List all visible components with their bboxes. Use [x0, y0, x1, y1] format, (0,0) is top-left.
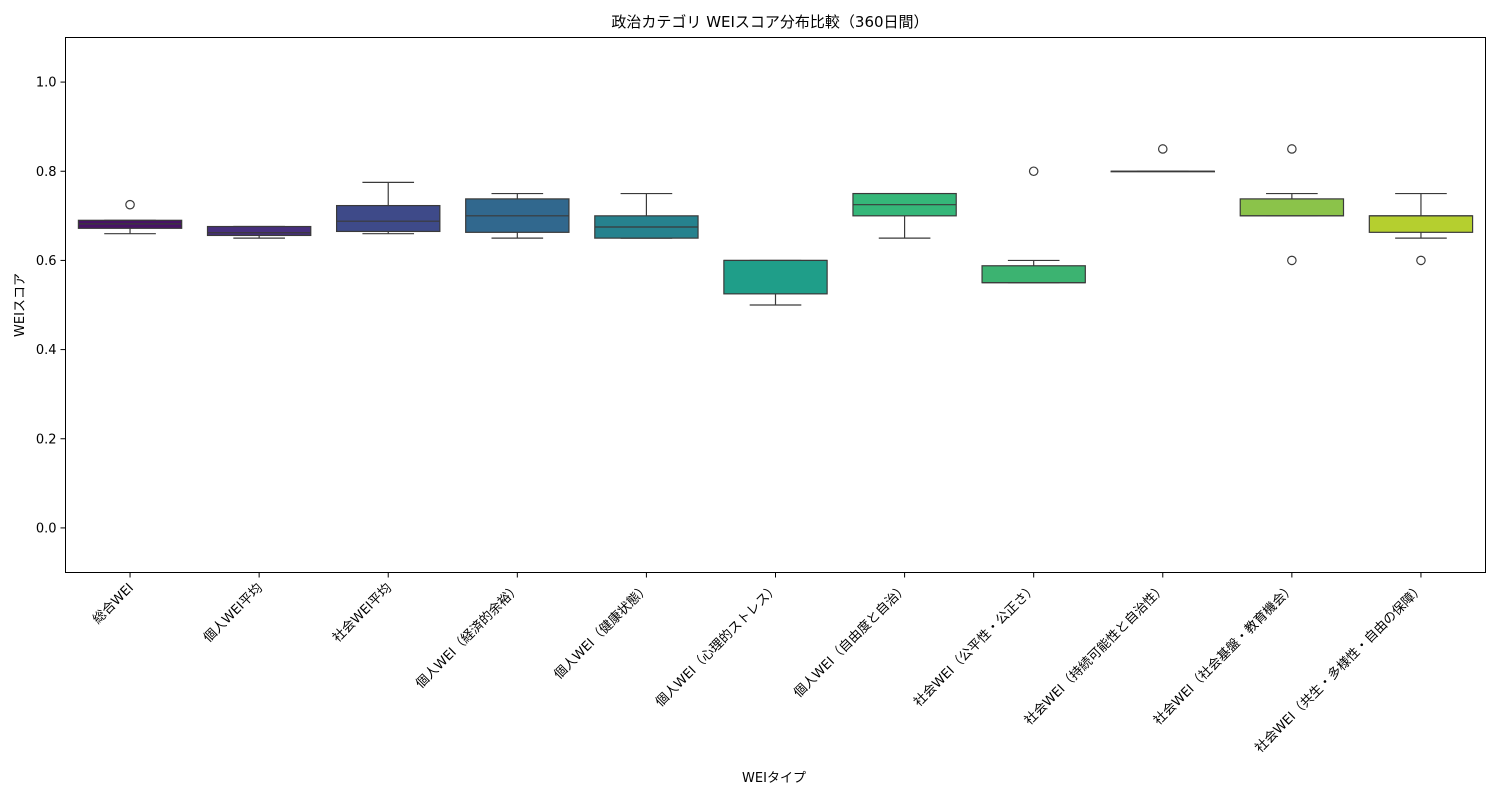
outlier-point: [1287, 255, 1297, 266]
outlier-point: [1416, 255, 1426, 266]
box-group: [1368, 192, 1474, 266]
outlier-point: [125, 199, 135, 210]
box-group: [77, 199, 183, 235]
x-tick-label: 総合WEI: [90, 581, 137, 628]
x-tick-label: 個人WEI（経済的余裕）: [412, 580, 524, 692]
box-group: [206, 225, 312, 239]
x-tick-label: 社会WEI（社会基盤・教育機会）: [1150, 580, 1298, 728]
y-axis-label: WEIスコア: [13, 273, 28, 337]
plot-area: [77, 144, 1474, 306]
y-tick-label: 0.2: [36, 432, 57, 447]
box: [335, 204, 441, 233]
x-axis-label: WEIタイプ: [742, 771, 806, 786]
box: [723, 259, 828, 295]
x-tick-label: 社会WEI平均: [329, 580, 395, 646]
box: [1368, 215, 1474, 233]
x-tick-label: 個人WEI平均: [201, 581, 266, 646]
outlier-point: [1287, 144, 1297, 154]
x-tick-label: 個人WEI（健康状態）: [551, 580, 653, 682]
box-group: [594, 192, 699, 239]
y-tick-label: 0.8: [36, 165, 57, 180]
box-group: [1110, 144, 1216, 173]
y-tick-label: 1.0: [36, 76, 57, 91]
box: [1239, 198, 1345, 217]
box-group: [465, 192, 570, 239]
y-tick-label: 0.4: [36, 343, 57, 358]
y-tick-label: 0.6: [36, 254, 57, 269]
x-tick-label: 個人WEI（自由度と自治）: [791, 580, 912, 701]
box-group: [852, 192, 957, 239]
outlier-point: [1028, 166, 1039, 177]
x-tick-label: 社会WEI（持続可能性と自治性）: [1021, 580, 1169, 728]
y-axis: 0.0 0.2 0.4 0.6 0.8 1.0: [36, 76, 66, 536]
box-group: [723, 259, 828, 306]
y-tick-label: 0.0: [36, 521, 57, 536]
box-group: [981, 166, 1086, 284]
box: [981, 265, 1086, 284]
x-tick-label: 社会WEI（公平性・公正さ）: [910, 580, 1040, 710]
chart-title: 政治カテゴリ WEIスコア分布比較（360日間）: [611, 13, 928, 31]
x-axis: 総合WEI 個人WEI平均 社会WEI平均 個人WEI（経済的余裕） 個人WEI（健康状…: [90, 572, 1428, 756]
box-group: [1239, 144, 1345, 266]
outlier-point: [1157, 144, 1168, 154]
box-group: [335, 181, 441, 235]
box: [206, 225, 312, 237]
x-tick-label: 個人WEI（心理的ストレス）: [652, 580, 782, 710]
